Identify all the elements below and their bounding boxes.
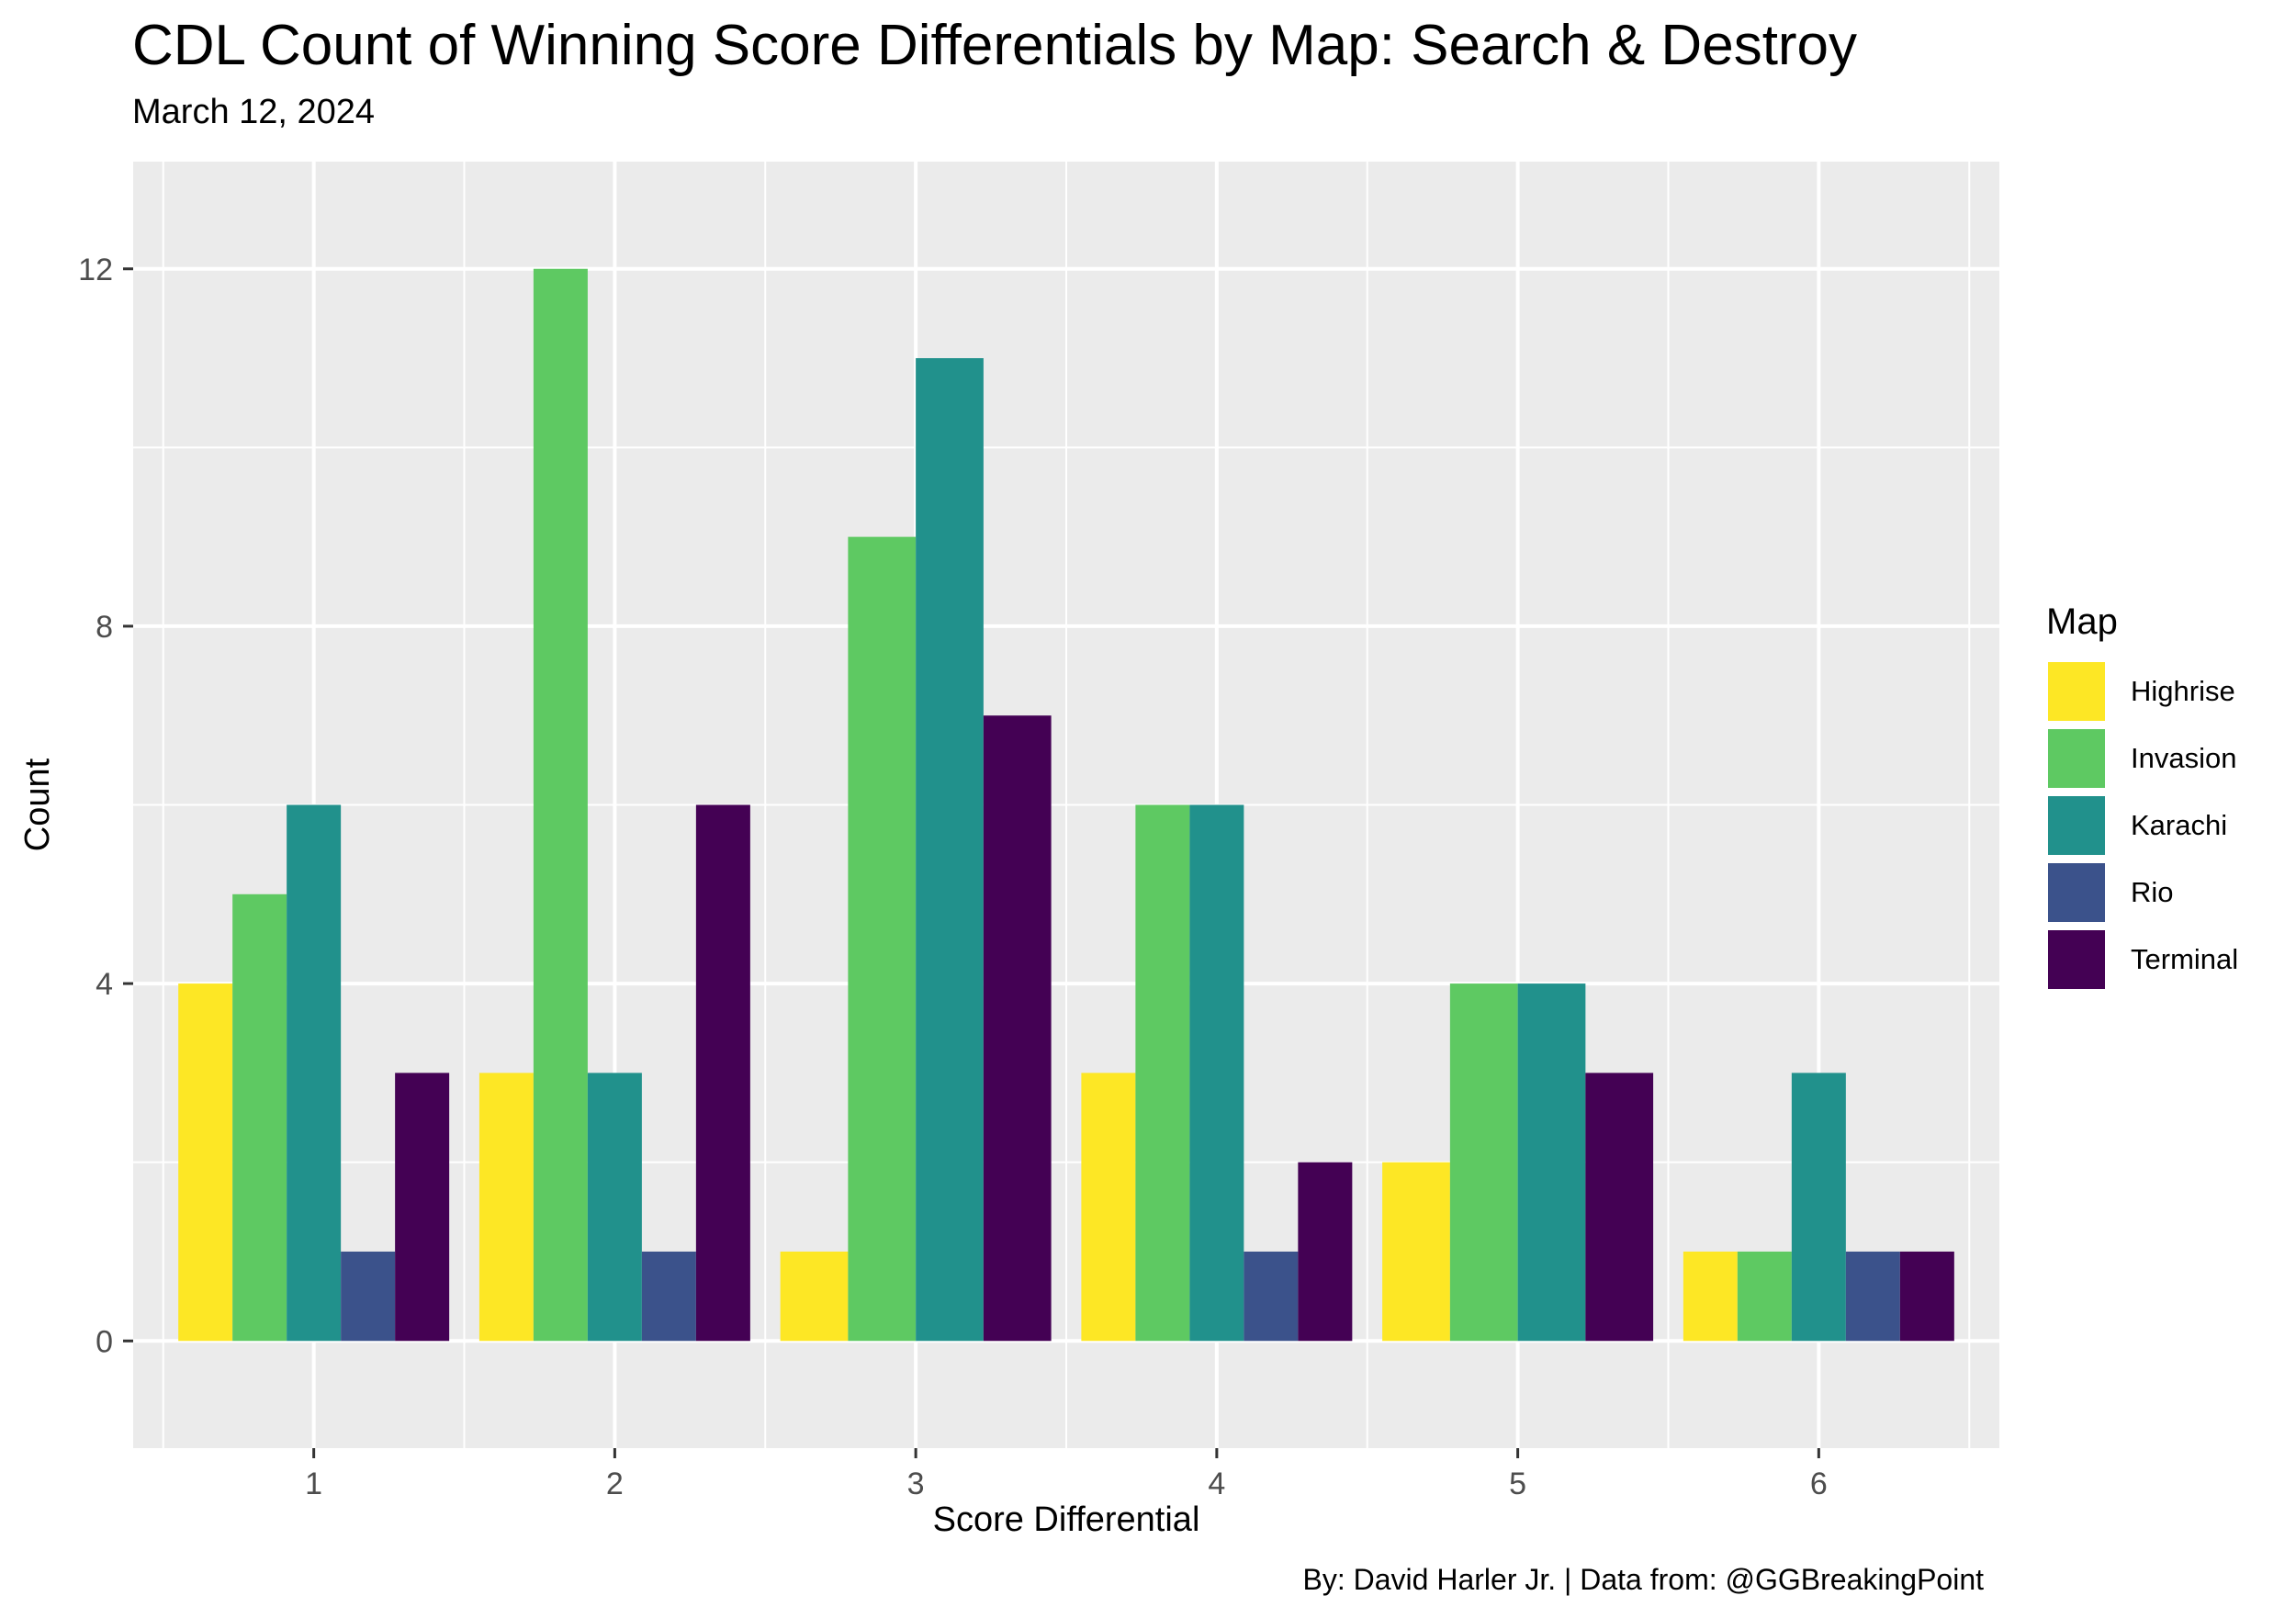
legend-swatch-rio <box>2046 860 2107 924</box>
bar-highrise-5 <box>1382 1162 1450 1342</box>
bar-rio-4 <box>1244 1251 1299 1342</box>
bar-karachi-5 <box>1517 983 1586 1342</box>
legend-label-invasion: Invasion <box>2131 741 2237 774</box>
y-tick-label: 4 <box>96 967 113 1002</box>
legend-swatch-highrise <box>2046 659 2107 723</box>
legend-swatch-karachi <box>2046 793 2107 857</box>
y-tick-label: 0 <box>96 1324 113 1359</box>
bar-karachi-1 <box>287 804 342 1342</box>
bar-terminal-6 <box>1899 1251 1954 1342</box>
bar-terminal-4 <box>1298 1162 1353 1342</box>
bar-rio-6 <box>1845 1251 1900 1342</box>
bar-invasion-6 <box>1737 1251 1792 1342</box>
chart-title: CDL Count of Winning Score Differentials… <box>132 14 1858 77</box>
legend-title: Map <box>2046 601 2118 642</box>
chart-caption: By: David Harler Jr. | Data from: @GGBre… <box>1302 1563 1984 1596</box>
x-tick-label: 6 <box>1810 1467 1828 1501</box>
x-tick-label: 4 <box>1208 1467 1225 1501</box>
legend-item-karachi: Karachi <box>2046 792 2238 859</box>
bar-terminal-1 <box>395 1073 450 1342</box>
x-tick-label: 1 <box>305 1467 322 1501</box>
chart-subtitle: March 12, 2024 <box>132 93 376 131</box>
y-axis: 0 4 8 12 <box>78 253 133 1359</box>
y-axis-title: Count <box>18 758 57 851</box>
bar-highrise-1 <box>178 983 233 1342</box>
bar-karachi-4 <box>1189 804 1244 1342</box>
bar-invasion-2 <box>533 268 588 1342</box>
bar-karachi-6 <box>1791 1073 1846 1342</box>
bar-highrise-3 <box>780 1251 849 1342</box>
bar-terminal-2 <box>695 804 750 1342</box>
legend-item-rio: Rio <box>2046 859 2238 926</box>
bar-rio-1 <box>341 1251 396 1342</box>
legend-item-invasion: Invasion <box>2046 725 2238 792</box>
legend: Map Highrise Invasion Karachi Rio Termin… <box>2046 601 2238 993</box>
x-tick-label: 2 <box>606 1467 624 1501</box>
bar-terminal-3 <box>983 715 1052 1342</box>
bar-terminal-5 <box>1585 1073 1654 1342</box>
bar-karachi-2 <box>587 1073 642 1342</box>
bar-rio-2 <box>641 1251 696 1342</box>
legend-swatch-invasion <box>2046 726 2107 790</box>
bar-invasion-5 <box>1449 983 1518 1342</box>
y-tick-label: 12 <box>78 253 113 287</box>
x-axis: 1 2 3 4 5 6 <box>305 1448 1828 1501</box>
bar-invasion-3 <box>848 536 917 1342</box>
bars <box>178 268 1954 1342</box>
minor-gridlines <box>133 162 1999 1448</box>
x-tick-label: 5 <box>1509 1467 1526 1501</box>
bar-highrise-4 <box>1081 1073 1136 1342</box>
bar-invasion-1 <box>232 893 287 1342</box>
bar-invasion-4 <box>1135 804 1190 1342</box>
legend-label-karachi: Karachi <box>2131 808 2228 841</box>
x-tick-label: 3 <box>907 1467 925 1501</box>
legend-item-terminal: Terminal <box>2046 926 2238 993</box>
legend-label-rio: Rio <box>2131 875 2174 908</box>
legend-label-terminal: Terminal <box>2131 942 2239 975</box>
bar-highrise-6 <box>1683 1251 1738 1342</box>
legend-swatch-terminal <box>2046 927 2107 991</box>
x-axis-title: Score Differential <box>933 1500 1200 1539</box>
bar-highrise-2 <box>478 1073 534 1342</box>
y-tick-label: 8 <box>96 610 113 645</box>
legend-label-highrise: Highrise <box>2131 674 2235 707</box>
bar-karachi-3 <box>916 358 984 1342</box>
legend-item-highrise: Highrise <box>2046 657 2238 725</box>
